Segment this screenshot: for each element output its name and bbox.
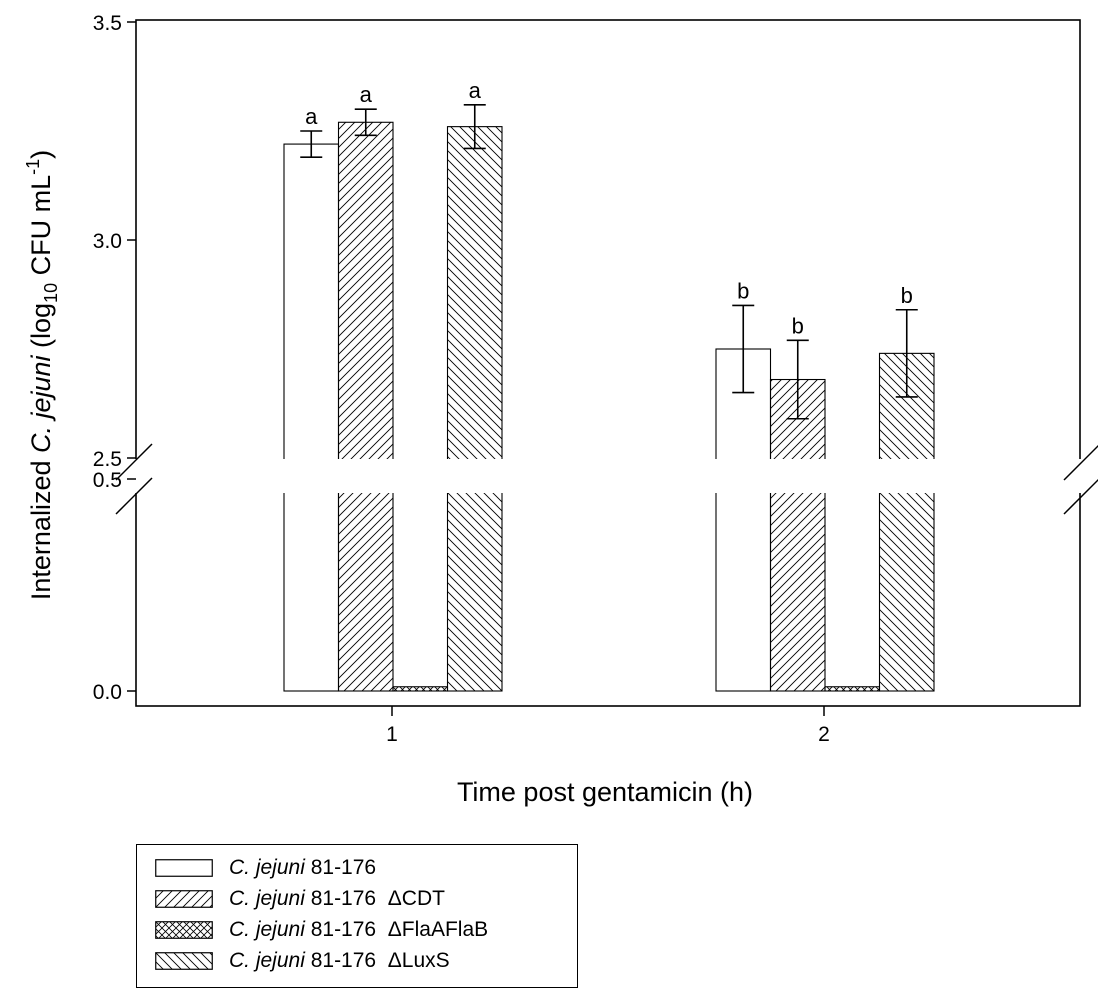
axis-break-mark: [1063, 478, 1098, 515]
bar: [769, 378, 826, 692]
x-axis-label: Time post gentamicin (h): [457, 777, 753, 807]
legend: C. jejuni 81-176 C. jejuni 81-176 ΔCDT C…: [136, 844, 578, 988]
plot-border: [135, 19, 1081, 707]
y-axis-label-unit: CFU mL: [26, 175, 56, 283]
axis-break-mark: [115, 477, 153, 515]
axis-break-mark: [115, 443, 153, 481]
significance-letter: a: [469, 78, 482, 103]
y-axis-label-middle: (log: [26, 303, 56, 356]
legend-label-rest: 81-176 ΔCDT: [304, 887, 445, 910]
axis-break-gap: [120, 459, 1096, 493]
legend-label: C. jejuni 81-176 ΔLuxS: [229, 949, 450, 973]
y-axis-label-subscript: 10: [41, 283, 61, 303]
legend-swatch-back-hatch: [155, 952, 213, 970]
legend-swatch-open: [155, 859, 213, 877]
error-bars-layer: [300, 104, 918, 420]
y-tick-label: 0.0: [93, 681, 122, 704]
legend-item: C. jejuni 81-176 ΔLuxS: [155, 949, 450, 973]
y-tick-label: 2.5: [93, 448, 122, 471]
bars-layer: [283, 121, 935, 692]
legend-swatch-crosshatch: [155, 921, 213, 939]
legend-label: C. jejuni 81-176: [229, 856, 376, 880]
legend-label: C. jejuni 81-176 ΔCDT: [229, 887, 445, 911]
significance-letter: b: [901, 283, 913, 308]
y-tick-label: 3.0: [93, 230, 122, 253]
bar: [715, 348, 772, 692]
legend-item: C. jejuni 81-176 ΔFlaAFlaB: [155, 918, 488, 942]
significance-letters-layer: a a a b b b: [305, 78, 913, 338]
y-axis-label: Internalized C. jejuni (log10 CFU mL-1): [23, 150, 61, 600]
legend-label-italic: C. jejuni: [229, 949, 305, 972]
x-tick-label: 1: [386, 723, 398, 746]
significance-letter: a: [360, 82, 373, 107]
bar: [283, 143, 340, 692]
plot-frame: [135, 19, 1081, 707]
y-tick-label: 3.5: [93, 12, 122, 35]
legend-swatch-forward-hatch: [155, 890, 213, 908]
axis-break-mark: [1063, 444, 1098, 481]
bar: [824, 686, 881, 692]
bar: [878, 352, 935, 692]
y-tick-label: 0.5: [93, 469, 122, 492]
axes-layer: 0.0 0.52.5 3.0 3.5 1 2: [93, 12, 830, 746]
x-tick-label: 2: [818, 723, 830, 746]
legend-label-rest: 81-176 ΔLuxS: [304, 949, 450, 972]
legend-label-rest: 81-176 ΔFlaAFlaB: [304, 918, 489, 941]
y-axis-label-prefix: Internalized: [26, 453, 56, 600]
legend-label-italic: C. jejuni: [229, 918, 305, 941]
significance-letter: a: [305, 104, 318, 129]
bar: [337, 121, 394, 692]
significance-letter: b: [737, 278, 749, 303]
legend-label-italic: C. jejuni: [229, 887, 305, 910]
legend-label-rest: 81-176: [304, 856, 377, 879]
significance-letter: b: [792, 313, 804, 338]
axis-break: [115, 443, 1098, 515]
legend-label: C. jejuni 81-176 ΔFlaAFlaB: [229, 918, 488, 942]
bar: [392, 686, 449, 692]
legend-item: C. jejuni 81-176: [155, 856, 376, 880]
legend-label-italic: C. jejuni: [229, 856, 305, 879]
y-axis-label-italic: C. jejuni: [26, 354, 56, 453]
y-axis-label-superscript: -1: [23, 159, 43, 175]
bar: [446, 126, 503, 692]
y-axis-label-suffix: ): [26, 150, 56, 159]
legend-item: C. jejuni 81-176 ΔCDT: [155, 887, 445, 911]
